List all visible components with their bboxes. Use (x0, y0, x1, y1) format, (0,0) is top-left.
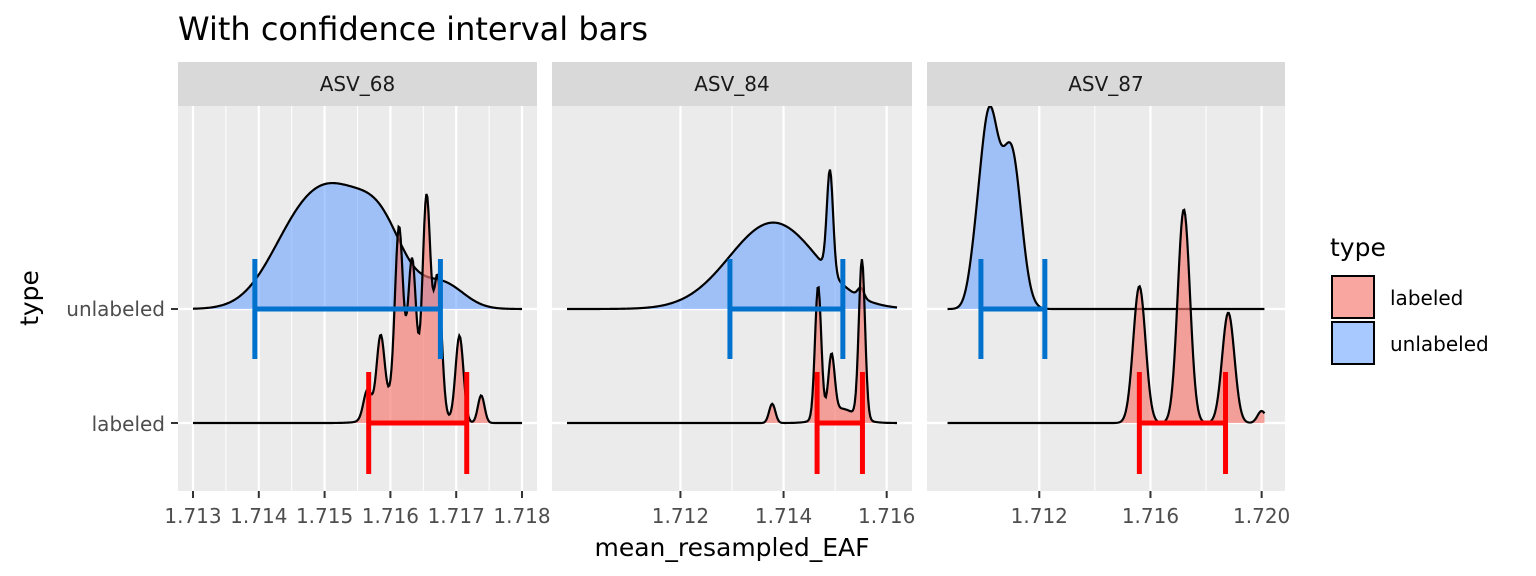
density-line-unlabeled (947, 104, 1265, 311)
x-tick-label: 1.720 (1233, 504, 1290, 528)
strip-background (927, 62, 1285, 106)
y-tick-label-unlabeled: unlabeled (66, 297, 165, 321)
density-area-labeled (947, 209, 1265, 423)
density-area-unlabeled (567, 169, 897, 309)
x-tick-label: 1.712 (1011, 504, 1068, 528)
legend-key-unlabeled (1331, 321, 1375, 365)
legend-label-unlabeled: unlabeled (1390, 332, 1489, 356)
x-tick-label: 1.718 (493, 504, 550, 528)
legend-title: type (1330, 233, 1386, 262)
x-tick-label: 1.716 (858, 504, 915, 528)
strip-label: ASV_84 (694, 72, 770, 96)
x-tick-label: 1.715 (296, 504, 353, 528)
density-line-labeled (567, 259, 897, 425)
x-tick-label: 1.712 (652, 504, 709, 528)
x-tick-label: 1.717 (428, 504, 485, 528)
density-area-unlabeled (193, 183, 522, 309)
x-tick-label: 1.713 (164, 504, 221, 528)
strip-label: ASV_87 (1068, 72, 1144, 96)
panel-ASV_87: ASV_87 1.712 1.716 1.720 (927, 62, 1290, 528)
density-area-labeled (567, 259, 897, 423)
legend-key-labeled (1331, 275, 1375, 319)
x-tick-label: 1.716 (1122, 504, 1179, 528)
x-tick-label: 1.714 (755, 504, 812, 528)
legend: type labeled unlabeled (1330, 233, 1489, 365)
legend-label-labeled: labeled (1390, 286, 1463, 310)
strip-label: ASV_68 (320, 72, 396, 96)
panel-ASV_68: ASV_68 1.713 1.714 1.715 1.716 1.717 1.718 (164, 62, 551, 528)
x-tick-label: 1.714 (230, 504, 287, 528)
chart-title: With confidence interval bars (178, 10, 648, 48)
x-tick-label: 1.716 (362, 504, 419, 528)
density-line-labeled (947, 208, 1266, 425)
density-line-unlabeled (192, 181, 523, 311)
x-axis-title: mean_resampled_EAF (594, 533, 869, 562)
strip-background (178, 62, 537, 106)
y-axis-title: type (15, 270, 44, 326)
panel-ASV_84: ASV_84 1.712 1.714 1.716 (552, 62, 915, 528)
y-tick-label-labeled: labeled (92, 412, 165, 436)
strip-background (552, 62, 912, 106)
density-area-labeled (193, 194, 522, 423)
